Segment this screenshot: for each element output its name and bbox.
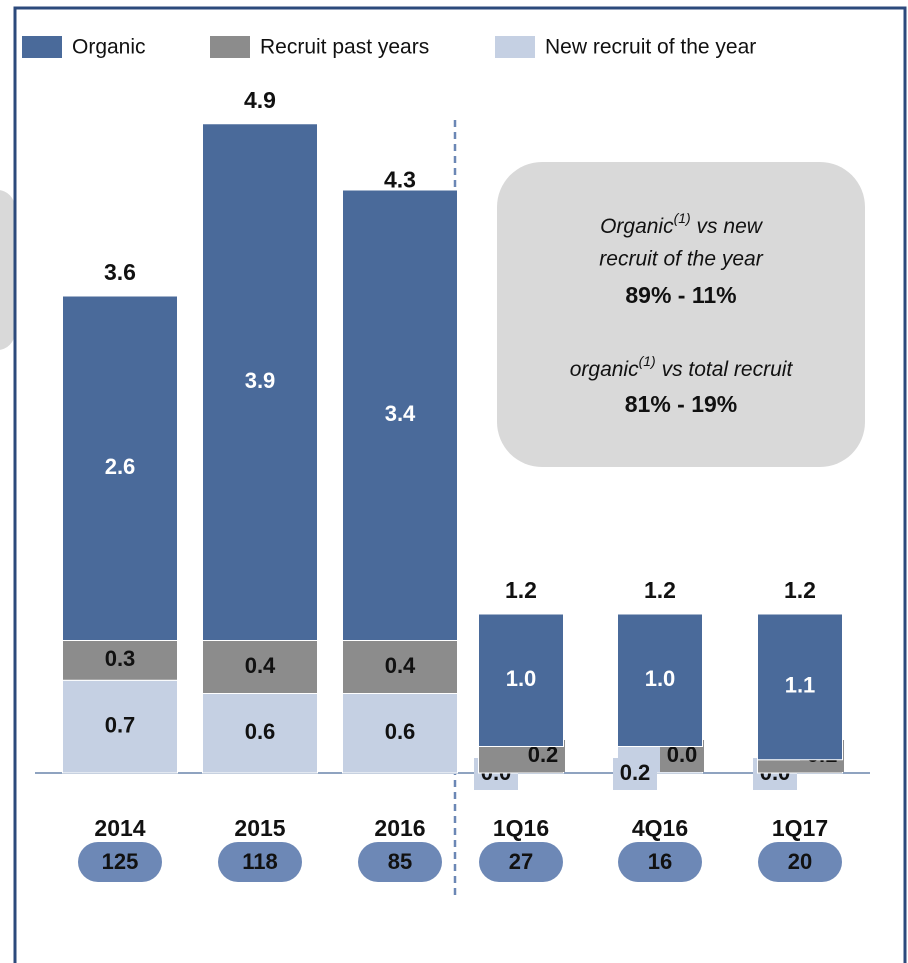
x-tick-label: 2016 [374,815,425,841]
note-figure: 89% - 11% [625,282,736,308]
segment-label: 0.6 [385,719,416,744]
note-text: organic(1) vs total recruit [570,353,794,381]
x-tick-label: 1Q16 [493,815,549,841]
total-label: 1.2 [644,577,676,603]
note-part: Organic [600,215,674,238]
count-pill [758,842,842,882]
legend-label: Recruit past years [260,36,429,59]
segment-label: 0.4 [245,653,276,678]
bar-segment [62,640,178,681]
segment-label: 3.4 [385,401,416,426]
legend-label: New recruit of the year [545,36,756,59]
bar-segment [342,189,458,641]
segment-label: 0.2 [620,760,651,785]
bar-segment [342,640,458,694]
segment-label: 0.6 [245,719,276,744]
legend-swatch [495,36,535,58]
note-part: organic [570,358,639,381]
bar-segment [617,613,703,747]
segment-label: 2.6 [105,454,136,479]
frame [13,6,907,963]
note-box [497,162,865,467]
note-text: recruit of the year [599,248,763,271]
segment-label: 1.1 [785,673,816,698]
count-label: 85 [388,849,412,874]
note-part: vs new [691,215,764,238]
x-tick-label: 2015 [234,815,285,841]
total-label: 4.9 [244,87,276,113]
note-figure: 81% - 19% [625,391,738,417]
count-label: 27 [509,849,533,874]
bar-segment [342,693,458,774]
segment-label: 3.9 [245,368,276,393]
note-sup: (1) [674,210,691,226]
segment-label: 0.4 [385,653,416,678]
x-tick-label: 2014 [94,815,145,841]
segment-label: 0.7 [105,712,136,737]
legend-label: Organic [72,36,146,59]
bar-segment [757,613,843,761]
x-tick-label: 1Q17 [772,815,828,841]
count-label: 20 [788,849,812,874]
bar-segment [202,640,318,694]
segment-label: 1.0 [645,666,676,691]
bar-segment [62,679,178,774]
count-label: 16 [648,849,672,874]
count-pill [618,842,702,882]
count-label: 118 [242,849,278,874]
total-label: 3.6 [104,259,136,285]
x-tick-label: 4Q16 [632,815,688,841]
note-part: vs total recruit [656,358,794,381]
count-pill [479,842,563,882]
count-label: 125 [102,849,139,874]
legend-swatch [22,36,62,58]
legend-swatch [210,36,250,58]
note-text: Organic(1) vs new [600,210,764,238]
segment-label: 0.3 [105,646,136,671]
bar-segment [202,123,318,641]
bar-segment [478,613,564,747]
label-box [613,758,657,790]
count-pill [358,842,442,882]
note-sup: (1) [639,353,656,369]
total-label: 4.3 [384,166,416,192]
segment-label: 1.0 [506,666,537,691]
side-box [0,190,15,350]
total-label: 1.2 [784,577,816,603]
count-pill [78,842,162,882]
bar-segment [62,295,178,641]
total-label: 1.2 [505,577,537,603]
count-pill [218,842,302,882]
